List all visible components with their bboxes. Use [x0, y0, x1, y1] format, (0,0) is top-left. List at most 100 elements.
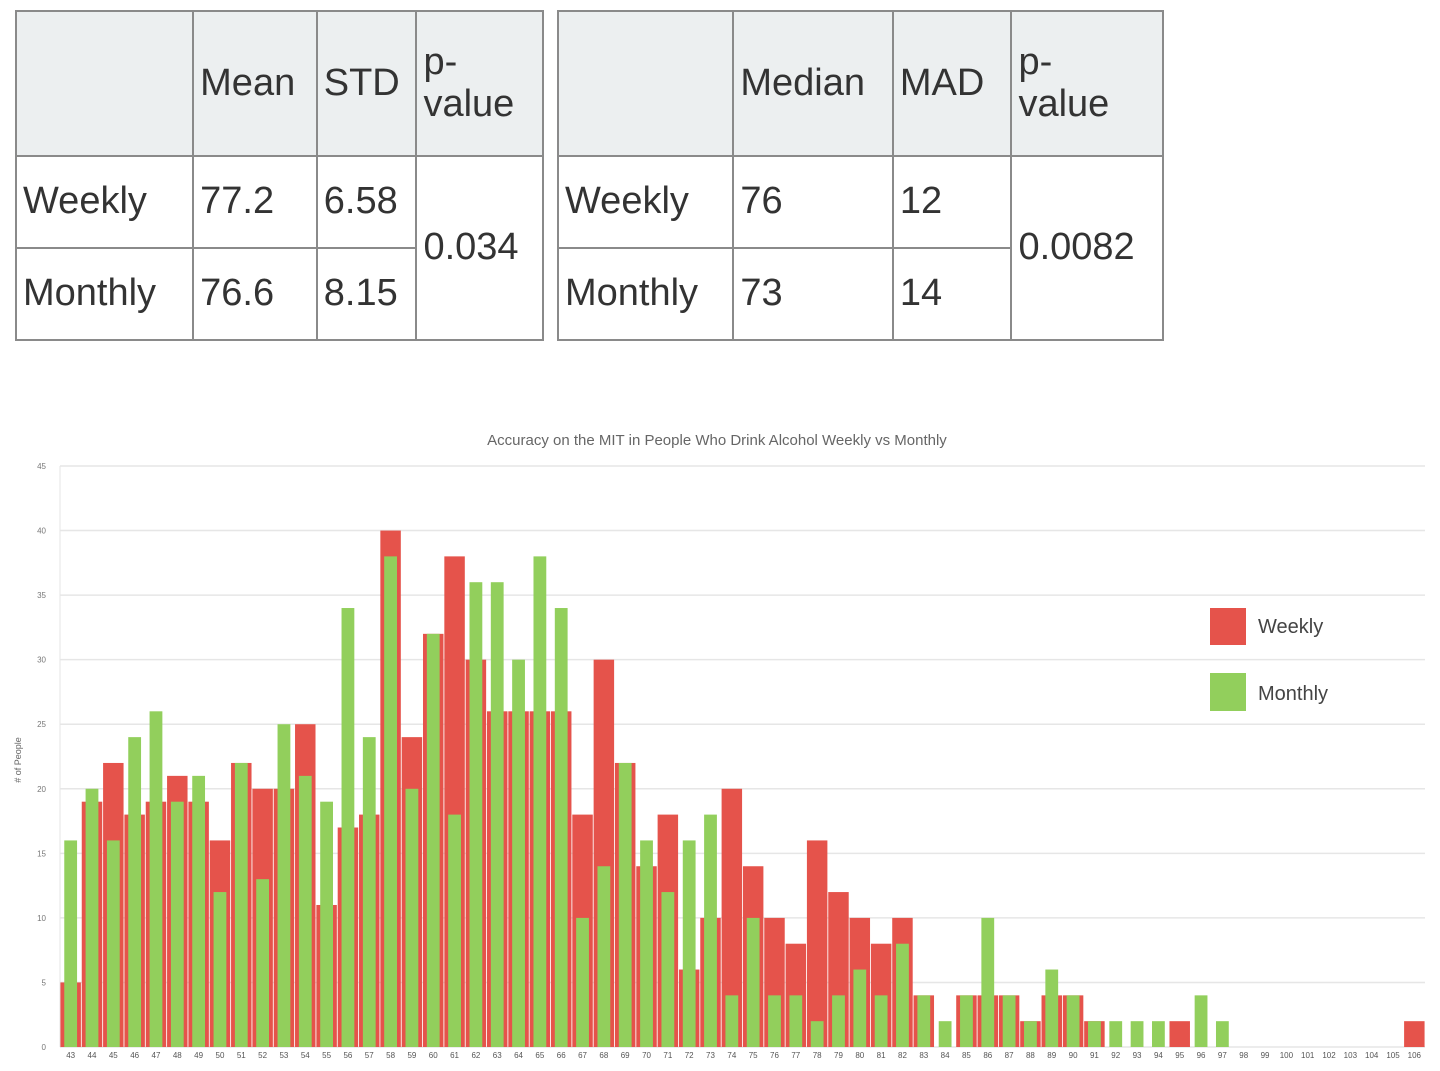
bar-monthly — [768, 995, 781, 1047]
bar-monthly — [789, 995, 803, 1047]
x-tick-label: 44 — [88, 1051, 97, 1060]
bar-monthly — [832, 995, 845, 1047]
bar-monthly — [384, 556, 397, 1047]
bar-monthly — [917, 995, 931, 1047]
x-tick-label: 72 — [685, 1051, 694, 1060]
bar-monthly — [490, 582, 504, 1047]
header-blank — [14, 10, 195, 157]
x-tick-label: 98 — [1239, 1051, 1248, 1060]
chart-title: Accuracy on the MIT in People Who Drink … — [487, 432, 947, 449]
x-tick-label: 93 — [1133, 1051, 1142, 1060]
bar-monthly — [1109, 1021, 1123, 1047]
bar-monthly — [554, 608, 568, 1047]
bar-monthly — [426, 633, 440, 1047]
x-tick-label: 106 — [1408, 1051, 1422, 1060]
x-tick-label: 65 — [535, 1051, 544, 1060]
bar-monthly — [405, 788, 419, 1047]
x-tick-label: 85 — [962, 1051, 971, 1060]
bar-monthly — [1088, 1021, 1101, 1047]
bar-monthly — [746, 917, 760, 1047]
bar-monthly — [341, 608, 355, 1047]
median-mad-table: Median MAD p- value Weekly 76 12 0.0082 … — [556, 10, 1164, 341]
bar-monthly — [1152, 1021, 1165, 1047]
cell-mean-weekly: 77.2 — [192, 155, 318, 249]
x-tick-label: 96 — [1197, 1051, 1206, 1060]
header-mean: Mean — [192, 10, 318, 157]
bar-monthly — [128, 737, 142, 1047]
y-tick-label: 20 — [37, 785, 46, 794]
x-tick-label: 83 — [919, 1051, 928, 1060]
histogram-chart: Accuracy on the MIT in People Who Drink … — [13, 432, 1425, 1060]
bar-monthly — [853, 969, 867, 1047]
x-tick-label: 104 — [1365, 1051, 1379, 1060]
bar-monthly — [256, 879, 270, 1047]
legend: Weekly Monthly — [1210, 608, 1328, 711]
x-tick-label: 47 — [152, 1051, 161, 1060]
bar-weekly — [806, 840, 828, 1047]
legend-label-monthly: Monthly — [1258, 683, 1328, 705]
bar-monthly — [1045, 969, 1059, 1047]
x-tick-label: 59 — [407, 1051, 416, 1060]
cell-p-value: 0.034 — [415, 155, 544, 341]
row-label-weekly: Weekly — [556, 155, 735, 249]
y-tick-label: 5 — [42, 978, 47, 987]
x-tick-label: 101 — [1301, 1051, 1315, 1060]
bar-monthly — [1130, 1021, 1144, 1047]
bar-monthly — [170, 801, 184, 1047]
bar-monthly — [1066, 995, 1080, 1047]
cell-mean-monthly: 76.6 — [192, 247, 318, 341]
bar-monthly — [362, 737, 376, 1047]
bar-weekly — [1169, 1021, 1190, 1047]
x-tick-label: 79 — [834, 1051, 843, 1060]
bar-monthly — [533, 556, 547, 1047]
y-tick-label: 45 — [37, 462, 46, 471]
x-tick-label: 87 — [1005, 1051, 1014, 1060]
x-tick-label: 57 — [365, 1051, 374, 1060]
x-tick-label: 89 — [1047, 1051, 1056, 1060]
x-tick-label: 82 — [898, 1051, 907, 1060]
y-axis-label: # of People — [13, 737, 23, 783]
header-blank — [556, 10, 735, 157]
x-tick-label: 52 — [258, 1051, 267, 1060]
x-tick-label: 81 — [877, 1051, 886, 1060]
header-mad: MAD — [891, 10, 1013, 157]
x-tick-label: 77 — [791, 1051, 800, 1060]
cell-median-weekly: 76 — [732, 155, 894, 249]
x-tick-label: 45 — [109, 1051, 118, 1060]
cell-std-weekly: 6.58 — [315, 155, 418, 249]
y-tick-label: 30 — [37, 656, 46, 665]
bar-monthly — [896, 943, 909, 1047]
bar-monthly — [938, 1021, 952, 1047]
x-tick-label: 94 — [1154, 1051, 1163, 1060]
x-tick-label: 48 — [173, 1051, 182, 1060]
bar-monthly — [320, 801, 333, 1047]
cell-mad-weekly: 12 — [891, 155, 1013, 249]
x-tick-label: 74 — [727, 1051, 736, 1060]
bar-monthly — [618, 762, 632, 1047]
bar-monthly — [682, 840, 696, 1047]
bar-monthly — [469, 582, 483, 1047]
x-tick-label: 50 — [216, 1051, 225, 1060]
bar-monthly — [64, 840, 78, 1047]
legend-swatch-weekly — [1210, 608, 1246, 645]
bar-monthly — [213, 892, 227, 1047]
bar-monthly — [106, 840, 120, 1047]
mean-std-table: Mean STD p- value Weekly 77.2 6.58 0.034… — [14, 10, 544, 341]
x-tick-label: 56 — [343, 1051, 352, 1060]
bar-monthly — [234, 762, 248, 1047]
row-label-monthly: Monthly — [14, 247, 195, 341]
bar-weekly — [721, 788, 743, 1047]
x-tick-label: 73 — [706, 1051, 715, 1060]
x-tick-label: 60 — [429, 1051, 438, 1060]
bar-monthly — [810, 1021, 824, 1047]
y-tick-label: 0 — [42, 1043, 47, 1052]
x-tick-label: 88 — [1026, 1051, 1035, 1060]
x-tick-label: 46 — [130, 1051, 139, 1060]
x-tick-label: 54 — [301, 1051, 310, 1060]
bar-monthly — [1215, 1021, 1229, 1047]
y-tick-label: 15 — [37, 849, 46, 858]
bar-monthly — [1024, 1021, 1037, 1047]
header-median: Median — [732, 10, 894, 157]
row-label-monthly: Monthly — [556, 247, 735, 341]
bar-monthly — [448, 814, 461, 1047]
